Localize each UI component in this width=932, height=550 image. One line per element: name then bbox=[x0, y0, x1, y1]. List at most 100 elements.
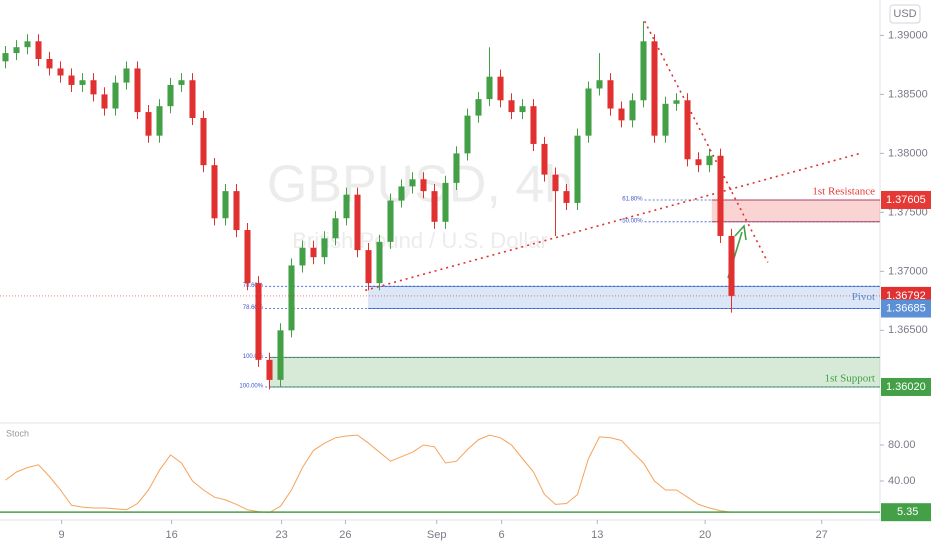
candle-body bbox=[145, 112, 152, 136]
candle-body bbox=[343, 194, 350, 219]
candle-body bbox=[574, 135, 581, 203]
y-tick-label: 1.39000 bbox=[888, 29, 928, 41]
x-tick-label: 26 bbox=[339, 529, 351, 541]
price-tag bbox=[881, 190, 931, 209]
candle-body bbox=[398, 186, 405, 201]
candle-body bbox=[299, 247, 306, 266]
y-tick-label: 1.38000 bbox=[888, 147, 928, 159]
candle-body bbox=[662, 103, 669, 136]
indicator-y-tick-label: 40.00 bbox=[888, 475, 916, 487]
candle-body bbox=[90, 80, 97, 95]
candle-body bbox=[189, 80, 196, 118]
candle-body bbox=[321, 238, 328, 258]
candle-body bbox=[530, 106, 537, 144]
candle-body bbox=[288, 265, 295, 331]
candle-body bbox=[167, 84, 174, 107]
x-tick-label: Sep bbox=[427, 529, 447, 541]
candle-body bbox=[519, 106, 526, 113]
x-tick-label: 20 bbox=[699, 529, 711, 541]
x-tick-label: 9 bbox=[59, 529, 65, 541]
candle-body bbox=[332, 218, 339, 239]
candle-body bbox=[420, 179, 427, 192]
candle-body bbox=[475, 99, 482, 116]
candle-body bbox=[552, 174, 559, 192]
candle-body bbox=[497, 76, 504, 101]
candle-body bbox=[266, 359, 273, 380]
candle-body bbox=[134, 68, 141, 113]
fib-label: 78.60% bbox=[243, 283, 264, 289]
zone bbox=[269, 357, 880, 387]
y-tick-label: 1.37500 bbox=[888, 206, 928, 218]
candle-body bbox=[24, 41, 31, 48]
candle-body bbox=[354, 194, 361, 251]
candle-body bbox=[376, 241, 383, 284]
candle-body bbox=[101, 94, 108, 109]
candle-body bbox=[607, 80, 614, 109]
candle-body bbox=[244, 230, 251, 284]
candle-body bbox=[717, 155, 724, 236]
price-tag bbox=[881, 299, 931, 318]
watermark-symbol: GBPUSD, 4h bbox=[267, 156, 573, 214]
price-tag-label: 1.36792 bbox=[886, 290, 926, 302]
y-tick-label: 1.38500 bbox=[888, 88, 928, 100]
x-tick-label: 6 bbox=[499, 529, 505, 541]
candle-body bbox=[200, 117, 207, 166]
zone-label: Pivot bbox=[852, 291, 875, 303]
watermark-description: British Pound / U.S. Dollar bbox=[292, 228, 548, 253]
candle-body bbox=[442, 182, 449, 222]
y-tick-label: 1.36500 bbox=[888, 324, 928, 336]
indicator-y-tick-label: 80.00 bbox=[888, 439, 916, 451]
candle-body bbox=[156, 106, 163, 136]
candle-body bbox=[35, 41, 42, 59]
candle-body bbox=[596, 80, 603, 89]
fib-label: 61.80% bbox=[622, 197, 643, 203]
candle-body bbox=[310, 247, 317, 258]
fib-label: 50.00% bbox=[622, 218, 643, 224]
zone bbox=[367, 286, 880, 309]
candle-body bbox=[673, 100, 680, 104]
candle-body bbox=[13, 47, 20, 54]
candle-body bbox=[464, 115, 471, 154]
candle-body bbox=[706, 155, 713, 166]
candle-body bbox=[387, 200, 394, 242]
candle-body bbox=[640, 41, 647, 101]
zone-label: 1st Resistance bbox=[812, 186, 875, 198]
candle-body bbox=[508, 100, 515, 113]
indicator-tag-label: 5.35 bbox=[897, 506, 918, 518]
candle-body bbox=[695, 159, 702, 166]
price-tag-label: 1.36685 bbox=[886, 302, 926, 314]
candle-body bbox=[365, 250, 372, 284]
candle-body bbox=[68, 75, 75, 85]
fib-label: 100.0% bbox=[243, 354, 264, 360]
projection-arrow-head bbox=[734, 224, 747, 241]
price-tag bbox=[881, 377, 931, 396]
price-tag-label: 1.36020 bbox=[886, 381, 926, 393]
currency-button[interactable] bbox=[889, 4, 921, 24]
x-tick-label: 16 bbox=[165, 529, 177, 541]
candle-body bbox=[79, 80, 86, 85]
candle-body bbox=[57, 68, 64, 76]
candle-body bbox=[541, 143, 548, 175]
currency-button-label[interactable]: USD bbox=[893, 8, 916, 20]
candle-body bbox=[585, 88, 592, 136]
candle-body bbox=[178, 80, 185, 85]
candle-body bbox=[453, 153, 460, 183]
candle-body bbox=[618, 108, 625, 121]
candle-body bbox=[211, 165, 218, 219]
candle-body bbox=[123, 68, 130, 83]
indicator-name: Stoch bbox=[6, 428, 29, 438]
x-tick-label: 23 bbox=[275, 529, 287, 541]
x-tick-label: 27 bbox=[816, 529, 828, 541]
y-tick-label: 1.37000 bbox=[888, 265, 928, 277]
candle-body bbox=[2, 53, 9, 62]
candle-body bbox=[563, 191, 570, 203]
price-tag-label: 1.37605 bbox=[886, 194, 926, 206]
trendline bbox=[364, 152, 861, 292]
candle-body bbox=[629, 100, 636, 121]
indicator-line bbox=[5, 434, 732, 514]
candle-body bbox=[486, 76, 493, 100]
candle-body bbox=[409, 179, 416, 187]
candle-body bbox=[728, 235, 735, 296]
